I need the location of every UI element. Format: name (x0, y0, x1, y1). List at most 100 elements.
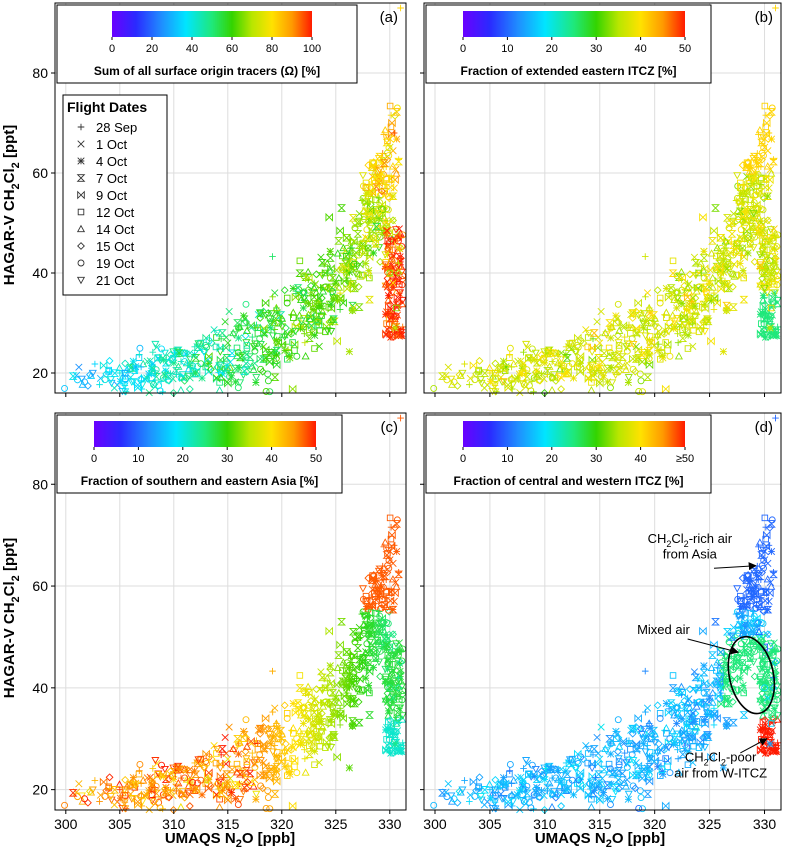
data-point (289, 699, 297, 708)
data-point (236, 379, 245, 387)
data-point (269, 253, 276, 260)
data-point (398, 233, 405, 241)
data-point (298, 738, 306, 747)
data-point (129, 774, 137, 782)
data-point (466, 791, 474, 799)
y-tick-label: 80 (32, 65, 48, 81)
data-point (641, 253, 649, 260)
data-point (392, 582, 401, 590)
colorbar-tick-label: 0 (109, 43, 115, 55)
x-tick-label: 300 (54, 816, 78, 832)
data-point (396, 245, 404, 253)
data-point (740, 638, 749, 647)
data-point (771, 658, 780, 667)
data-point (193, 759, 203, 768)
data-point (283, 714, 291, 722)
data-point (774, 739, 781, 747)
data-point (205, 352, 213, 361)
data-point (234, 750, 243, 758)
data-point (738, 252, 745, 259)
data-point (766, 671, 774, 679)
legend-marker-hourglass (76, 174, 86, 182)
data-point (337, 678, 346, 687)
legend-marker-square (77, 208, 85, 216)
data-point (398, 255, 405, 262)
data-point (352, 662, 360, 672)
data-point (621, 782, 631, 790)
data-point (469, 361, 478, 370)
data-point (576, 359, 585, 367)
data-point (545, 349, 555, 357)
data-point (475, 366, 482, 374)
data-point (750, 672, 759, 681)
data-point (614, 733, 623, 742)
data-point (690, 313, 699, 321)
data-point (252, 374, 261, 382)
data-point (671, 738, 679, 747)
data-point (323, 674, 332, 682)
data-point (692, 702, 701, 710)
data-point (116, 794, 124, 802)
data-point (371, 167, 380, 175)
data-point (256, 725, 265, 733)
data-point (736, 184, 744, 191)
data-point (666, 352, 674, 360)
data-point (68, 789, 78, 797)
data-point (242, 326, 252, 334)
data-point (286, 354, 294, 362)
data-point (654, 739, 663, 748)
data-point (301, 352, 310, 360)
data-point (372, 196, 379, 204)
data-point (233, 760, 241, 768)
data-point (713, 298, 721, 308)
data-point (765, 597, 773, 605)
data-point (762, 720, 770, 730)
data-point (683, 698, 692, 707)
data-point (356, 272, 365, 280)
data-point (283, 299, 291, 307)
data-point (380, 543, 388, 551)
data-point (301, 330, 308, 338)
data-point (314, 712, 322, 721)
data-point (684, 747, 692, 755)
data-point (628, 729, 637, 738)
data-point (689, 709, 697, 717)
data-point (513, 791, 521, 799)
data-point (769, 269, 778, 277)
data-point (203, 759, 211, 767)
data-point (348, 627, 358, 636)
data-point (537, 767, 546, 776)
data-point (588, 355, 597, 365)
x-tick-label: 325 (698, 816, 722, 832)
data-point (137, 780, 145, 787)
data-point (553, 350, 562, 358)
data-point (589, 745, 599, 753)
data-point (215, 778, 224, 787)
data-point (362, 611, 370, 621)
data-point (486, 786, 494, 793)
data-point (240, 784, 250, 792)
data-point (266, 805, 274, 813)
data-point (574, 333, 582, 343)
data-point (383, 689, 392, 698)
data-point (265, 731, 274, 739)
data-point (749, 178, 758, 188)
data-point (299, 289, 308, 298)
data-point (757, 654, 765, 662)
data-point (645, 339, 654, 347)
data-point (216, 343, 225, 353)
data-point (717, 274, 724, 282)
data-point (574, 359, 583, 368)
data-point (386, 643, 394, 651)
data-point (557, 355, 566, 364)
data-point (88, 786, 97, 794)
data-point (396, 704, 405, 712)
data-point (343, 274, 350, 282)
data-point (240, 312, 248, 320)
data-point (379, 206, 387, 213)
data-point (216, 790, 226, 798)
data-point (737, 640, 745, 648)
data-point (592, 774, 599, 782)
data-point (395, 704, 403, 713)
